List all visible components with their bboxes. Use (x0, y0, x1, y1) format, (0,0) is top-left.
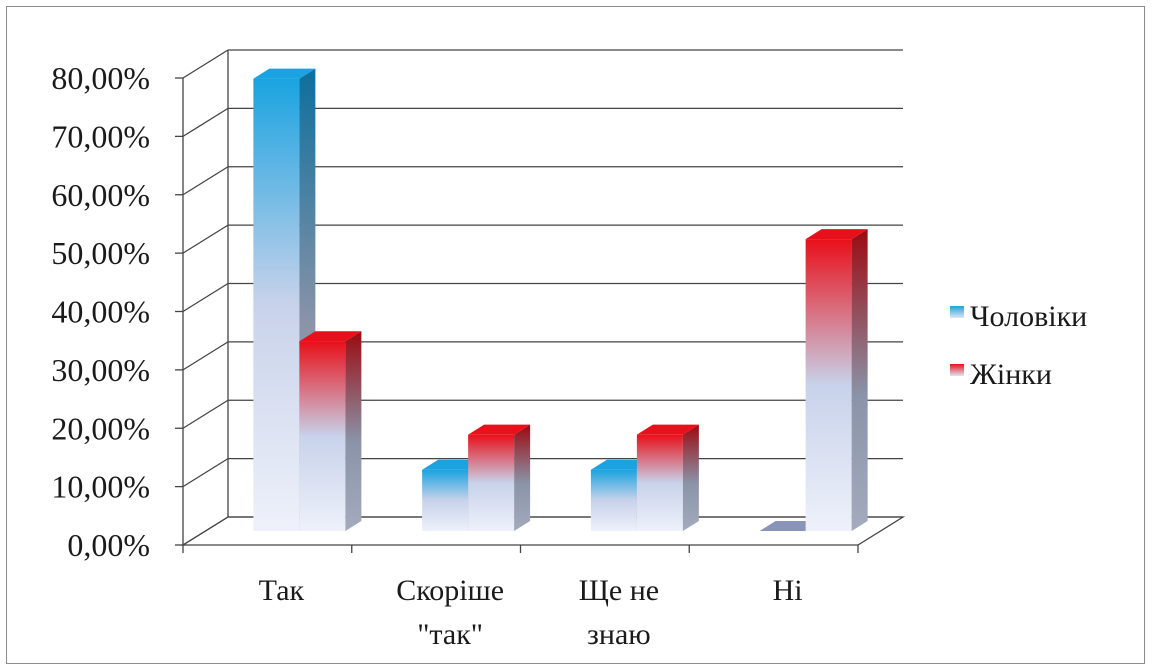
bar (299, 331, 362, 531)
y-tick-label: 40,00% (51, 294, 150, 330)
bar-front (590, 469, 637, 531)
chart-frame (6, 6, 1145, 664)
y-axis-ticks: 0,00% 10,00% 20,00% 30,00% 40,00% 50,00% 60,00… (51, 60, 150, 563)
bar-top (636, 424, 699, 435)
bar-top (253, 68, 316, 79)
x-category-label: Ні (773, 574, 803, 607)
y-tick-label: 50,00% (51, 235, 150, 271)
bar-top (805, 229, 868, 240)
y-tick-label: 80,00% (51, 60, 150, 96)
gridline-depth (182, 341, 229, 371)
legend-swatch (950, 306, 964, 318)
gridline-depth (182, 107, 229, 137)
x-category-label: знаю (587, 618, 651, 651)
y-tick-label: 10,00% (51, 469, 150, 505)
bar (636, 424, 699, 531)
bar-front (422, 469, 469, 531)
legend: Чоловіки Жінки (950, 300, 1087, 391)
bar (468, 424, 531, 531)
bar-side (345, 331, 362, 531)
bars (253, 68, 868, 531)
bar-top (299, 331, 362, 342)
y-tick-label: 20,00% (51, 410, 150, 446)
x-category-label: "так" (417, 618, 483, 651)
y-tick-label: 30,00% (51, 352, 150, 388)
bar-side (682, 424, 699, 531)
bar (805, 229, 868, 531)
legend-swatch (950, 364, 964, 376)
bar-side (514, 424, 531, 531)
x-category-label: Так (259, 574, 305, 607)
bar-front (299, 341, 346, 531)
bar-front (468, 434, 515, 531)
bar-front (253, 78, 300, 531)
y-tick-label: 60,00% (51, 177, 150, 213)
floor (180, 516, 906, 546)
y-tick-label: 0,00% (67, 527, 150, 563)
bar-side (851, 229, 868, 531)
legend-label: Жінки (970, 358, 1052, 391)
bar-top (468, 424, 531, 435)
gridline-depth (182, 399, 229, 429)
x-category-label: Скоріше (396, 574, 504, 607)
y-tick-label: 70,00% (51, 118, 150, 154)
gridline-depth (182, 224, 229, 254)
x-axis-categories: Так Скоріше "так" Ще не знаю Ні (259, 574, 803, 651)
gridline-depth (182, 49, 229, 79)
gridline-depth (182, 166, 229, 196)
bar-front (805, 239, 852, 531)
gridline-depth (182, 458, 229, 488)
x-category-label: Ще не (579, 574, 659, 607)
legend-label: Чоловіки (970, 300, 1087, 333)
gridline-depth (182, 282, 229, 313)
bar-front (636, 434, 683, 531)
bar (253, 68, 316, 531)
